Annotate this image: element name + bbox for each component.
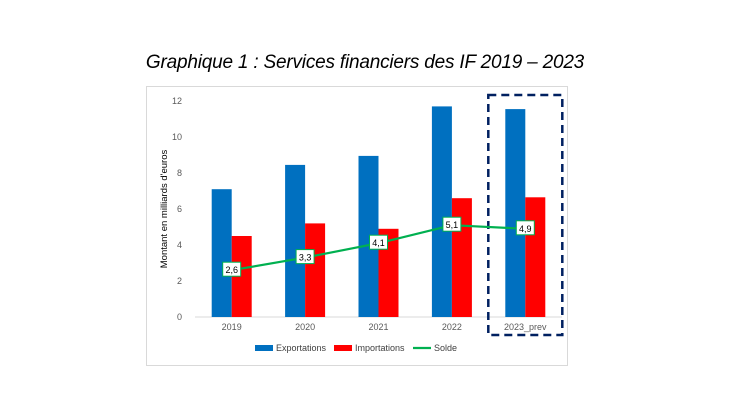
data-label-box-solde	[442, 216, 462, 232]
data-label-solde-2020: 3,3	[299, 253, 312, 263]
bar-exportations-2022	[431, 106, 452, 318]
x-tick-label: 2020	[295, 322, 315, 332]
data-label-solde-2019: 2,6	[225, 265, 238, 275]
x-tick-label: 2021	[368, 322, 388, 332]
bar-exportations-2019	[211, 189, 232, 317]
y-tick-label: 0	[177, 312, 182, 322]
legend-label-importations: Importations	[355, 343, 405, 353]
legend-label-solde: Solde	[434, 343, 457, 353]
legend-swatch-exportations	[255, 345, 273, 351]
bar-importations-2021	[378, 228, 399, 317]
y-tick-label: 2	[177, 276, 182, 286]
bar-importations-2022	[451, 198, 472, 317]
y-tick-label: 10	[172, 132, 182, 142]
y-tick-label: 12	[172, 96, 182, 106]
y-tick-label: 8	[177, 168, 182, 178]
bar-exportations-2021	[358, 155, 379, 317]
bar-importations-2019	[231, 236, 252, 317]
data-label-solde-2023_prev: 4,9	[519, 224, 532, 234]
y-tick-label: 4	[177, 240, 182, 250]
data-label-box-solde	[222, 261, 242, 277]
bar-importations-2020	[305, 223, 326, 317]
data-label-box-solde	[295, 249, 315, 265]
chart-title: Graphique 1 : Services financiers des IF…	[145, 52, 585, 73]
bar-importations-2023_prev	[525, 197, 546, 317]
x-tick-label: 2023_prev	[504, 322, 547, 332]
data-label-solde-2022: 5,1	[446, 220, 459, 230]
legend-label-exportations: Exportations	[276, 343, 327, 353]
data-label-solde-2021: 4,1	[372, 238, 385, 248]
bar-exportations-2023_prev	[505, 109, 526, 317]
y-axis-title: Montant en milliards d'euros	[159, 149, 170, 268]
data-label-box-solde	[369, 234, 388, 250]
data-label-box-solde	[515, 220, 535, 236]
bar-exportations-2020	[285, 164, 306, 317]
highlight-box	[487, 93, 564, 337]
legend-swatch-importations	[334, 345, 352, 351]
y-tick-label: 6	[177, 204, 182, 214]
x-tick-label: 2022	[442, 322, 462, 332]
x-tick-label: 2019	[222, 322, 242, 332]
